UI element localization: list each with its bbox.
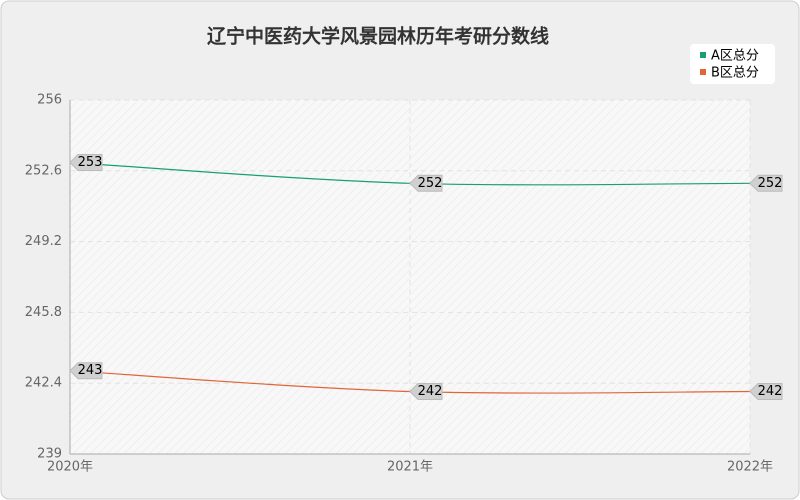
- data-label: 252: [418, 176, 443, 191]
- legend-swatch: [700, 52, 706, 58]
- y-tick-label: 249.2: [25, 234, 62, 249]
- legend-label: A区总分: [711, 49, 759, 64]
- chart-title: 辽宁中医药大学风景园林历年考研分数线: [207, 25, 549, 48]
- data-label-bg: [749, 383, 783, 401]
- data-label: 242: [418, 384, 443, 399]
- x-tick-label: 2021年: [387, 460, 433, 475]
- x-tick-label: 2022年: [727, 460, 773, 475]
- legend-label: B区总分: [711, 66, 759, 81]
- y-tick-label: 242.4: [25, 376, 62, 391]
- data-label: 243: [78, 363, 103, 378]
- legend-swatch: [700, 69, 706, 75]
- legend-box: [690, 44, 775, 84]
- data-label: 242: [758, 384, 783, 399]
- data-label: 252: [758, 176, 783, 191]
- x-tick-label: 2020年: [47, 460, 93, 475]
- data-label-bg: [69, 153, 103, 171]
- data-label: 253: [78, 155, 103, 170]
- y-tick-label: 256: [37, 93, 62, 108]
- data-label-bg: [409, 383, 443, 401]
- y-tick-label: 239: [37, 447, 62, 462]
- y-tick-label: 252.6: [25, 163, 62, 178]
- data-label-bg: [409, 174, 443, 192]
- y-tick-label: 245.8: [25, 305, 62, 320]
- data-label-bg: [749, 174, 783, 192]
- data-label-bg: [69, 362, 103, 380]
